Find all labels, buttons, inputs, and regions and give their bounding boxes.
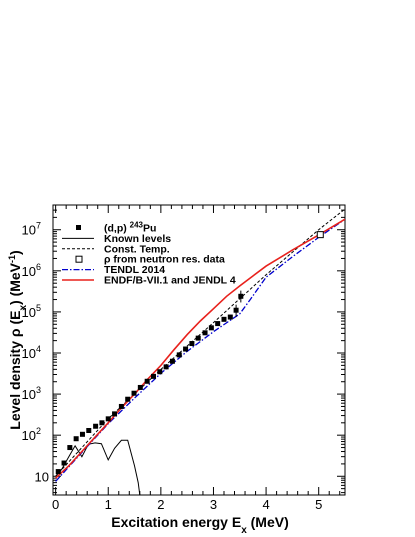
legend-nres-label: ρ from neutron res. data	[104, 254, 225, 266]
data-point	[215, 321, 221, 327]
y-tick-label: 105	[22, 303, 41, 320]
neutron-res-point	[316, 231, 324, 239]
endf-line	[55, 218, 345, 479]
known-line	[55, 439, 141, 495]
data-point	[105, 416, 111, 422]
ct-line	[55, 208, 345, 477]
legend-data-label: (d,p) 243Pu	[104, 221, 156, 235]
legend-data-marker	[76, 225, 81, 230]
y-tick-label: 10	[35, 469, 49, 484]
data-point	[202, 330, 208, 336]
axis-ticks: 0 1 2 3 4 5 10 102 103 104 105 106 107	[22, 204, 345, 512]
data-point	[118, 403, 124, 409]
y-tick-label: 104	[22, 344, 41, 361]
legend-tendl-label: TENDL 2014	[104, 264, 165, 276]
data-point	[208, 325, 214, 331]
plot-frame	[52, 204, 346, 496]
x-tick-label: 2	[157, 497, 164, 512]
legend-ct-label: Const. Temp.	[104, 243, 170, 255]
data-point	[137, 384, 143, 390]
data-point	[61, 460, 67, 466]
x-tick-label: 1	[105, 497, 112, 512]
data-point	[157, 369, 163, 375]
data-point	[183, 346, 189, 352]
data-point	[227, 314, 233, 320]
data-point	[93, 423, 99, 429]
x-axis-title: Excitation energy Ex (MeV)	[111, 514, 289, 536]
data-point	[79, 431, 85, 437]
legend-known-label: Known levels	[104, 233, 171, 245]
y-tick-label: 103	[22, 385, 41, 402]
data-point	[99, 420, 105, 426]
legend-endf: ENDF/B-VII.1 and JENDL 4	[62, 275, 236, 287]
data-point	[238, 293, 244, 299]
data-point	[233, 307, 239, 313]
legend-data: (d,p) 243Pu	[76, 221, 156, 235]
data-point	[176, 352, 182, 358]
y-tick-label: 107	[22, 221, 41, 238]
legend-nres-marker	[75, 255, 83, 263]
data-point	[150, 373, 156, 379]
data-point	[55, 469, 61, 475]
legend-nres: ρ from neutron res. data	[75, 254, 225, 266]
legend-endf-label: ENDF/B-VII.1 and JENDL 4	[104, 275, 236, 287]
data-point	[169, 358, 175, 364]
legend-ct: Const. Temp.	[62, 243, 170, 255]
data-point	[125, 396, 131, 402]
data-point	[73, 436, 79, 442]
y-tick-label: 106	[22, 262, 41, 279]
legend-tendl: TENDL 2014	[62, 264, 165, 276]
y-axis-title: Level density ρ (Ex) (MeV-1)	[7, 250, 29, 429]
x-tick-label: 5	[315, 497, 322, 512]
data-point	[144, 378, 150, 384]
x-tick-label: 0	[52, 497, 59, 512]
data-point	[86, 427, 92, 433]
legend-known: Known levels	[62, 233, 171, 245]
data-point	[163, 364, 169, 370]
data-point	[221, 316, 227, 322]
series-layer	[55, 208, 345, 495]
data-point	[131, 390, 137, 396]
data-point	[189, 341, 195, 347]
y-tick-label: 102	[22, 426, 41, 443]
data-point	[195, 335, 201, 341]
data-point	[67, 445, 73, 451]
data-point	[112, 411, 118, 417]
x-tick-label: 4	[262, 497, 269, 512]
x-tick-label: 3	[210, 497, 217, 512]
